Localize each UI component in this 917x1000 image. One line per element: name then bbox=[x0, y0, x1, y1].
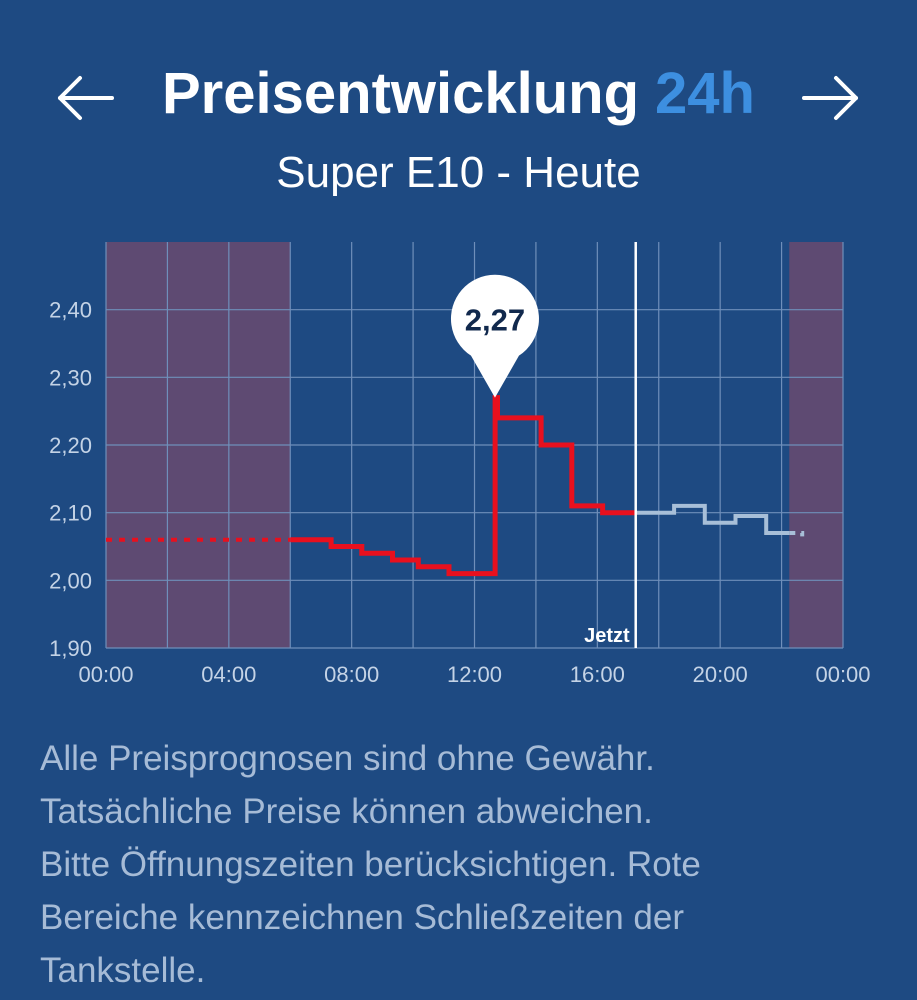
x-tick-label: 04:00 bbox=[201, 662, 256, 687]
y-tick-label: 1,90 bbox=[49, 636, 92, 661]
y-tick-label: 2,40 bbox=[49, 298, 92, 323]
y-tick-label: 2,00 bbox=[49, 568, 92, 593]
y-tick-label: 2,20 bbox=[49, 433, 92, 458]
x-tick-label: 00:00 bbox=[78, 662, 133, 687]
page-title: Preisentwicklung bbox=[162, 61, 640, 126]
peak-marker-pin bbox=[450, 274, 539, 398]
price-chart-svg: 1,90 2,00 2,10 2,20 2,30 2,40 00:00 04:00 08:00 1… bbox=[49, 242, 871, 687]
disclaimer-line: Bitte Öffnungszeiten berücksichtigen. Ro… bbox=[40, 845, 701, 884]
peak-price-marker: 2,27 bbox=[450, 274, 539, 398]
arrow-left-icon bbox=[58, 76, 114, 120]
header: Preisentwicklung 24h bbox=[0, 60, 917, 140]
x-tick-label: 08:00 bbox=[324, 662, 379, 687]
disclaimer-line: Bereiche kennzeichnen Schließzeiten der bbox=[40, 898, 684, 937]
x-tick-label: 12:00 bbox=[447, 662, 502, 687]
peak-price-label: 2,27 bbox=[465, 303, 525, 338]
series-line-forecast bbox=[635, 503, 790, 535]
x-tick-label: 16:00 bbox=[570, 662, 625, 687]
x-tick-label: 20:00 bbox=[693, 662, 748, 687]
next-period-button[interactable] bbox=[800, 68, 860, 128]
series-line-actual bbox=[290, 395, 636, 577]
y-tick-label: 2,30 bbox=[49, 365, 92, 390]
arrow-right-icon bbox=[802, 76, 858, 120]
y-tick-label: 2,10 bbox=[49, 501, 92, 526]
fuel-subtitle: Super E10 - Heute bbox=[276, 148, 641, 197]
series-line-forecast-closed bbox=[789, 531, 805, 537]
disclaimer-line: Tankstelle. bbox=[40, 951, 206, 990]
period-label: 24h bbox=[655, 61, 755, 126]
price-chart: 1,90 2,00 2,10 2,20 2,30 2,40 00:00 04:00 08:00 1… bbox=[0, 230, 917, 700]
now-label: Jetzt bbox=[584, 625, 630, 647]
disclaimer-line: Tatsächliche Preise können abweichen. bbox=[40, 792, 653, 831]
title-wrap: Preisentwicklung 24h bbox=[120, 60, 797, 127]
prev-period-button[interactable] bbox=[56, 68, 116, 128]
disclaimer-line: Alle Preisprognosen sind ohne Gewähr. bbox=[40, 739, 655, 778]
x-tick-label: 00:00 bbox=[815, 662, 870, 687]
disclaimer-text: Alle Preisprognosen sind ohne Gewähr. Ta… bbox=[40, 732, 900, 997]
